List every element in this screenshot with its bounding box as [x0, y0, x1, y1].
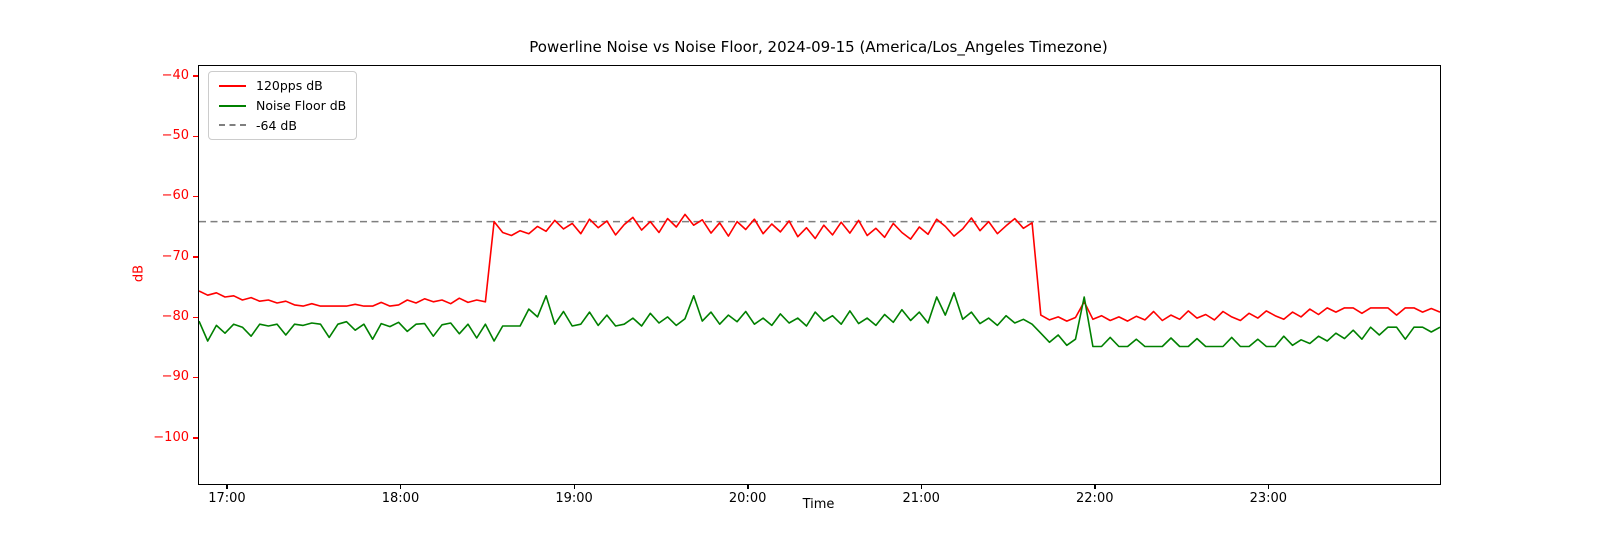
x-tick-mark — [1094, 484, 1096, 489]
legend-line-sample-120pps — [219, 84, 246, 87]
y-tick-mark — [193, 75, 198, 77]
x-tick-label: 20:00 — [728, 491, 767, 506]
x-axis-title: Time — [802, 497, 835, 512]
y-tick-label: −90 — [161, 369, 189, 385]
legend-label-noise-floor: Noise Floor dB — [256, 97, 347, 113]
series-line-0 — [199, 213, 1440, 322]
y-tick-mark — [193, 256, 198, 258]
y-tick-label: −60 — [161, 188, 189, 204]
x-tick-label: 19:00 — [555, 491, 593, 506]
legend-line-sample-noise-floor — [219, 104, 246, 107]
x-tick-label: 22:00 — [1076, 491, 1114, 506]
x-tick-mark — [399, 484, 402, 489]
x-tick-label: 18:00 — [381, 491, 420, 506]
x-tick-label: 17:00 — [208, 491, 246, 506]
y-tick-label: −40 — [161, 67, 189, 83]
y-tick-mark — [193, 195, 198, 198]
legend-item-threshold: -64 dB — [219, 117, 346, 133]
y-tick-mark — [193, 376, 198, 379]
y-tick-mark — [193, 135, 198, 138]
series-line-1 — [199, 292, 1440, 348]
y-tick-mark — [193, 437, 198, 439]
y-tick-label: −50 — [161, 128, 189, 144]
x-tick-mark — [920, 484, 923, 489]
plot-svg — [199, 213, 1440, 348]
x-tick-mark — [1267, 484, 1270, 489]
legend-line-sample-threshold — [219, 124, 246, 127]
y-tick-label: −70 — [161, 248, 189, 264]
chart-title: Powerline Noise vs Noise Floor, 2024-09-… — [529, 38, 1108, 56]
x-tick-mark — [573, 484, 575, 489]
legend-label-threshold: -64 dB — [256, 117, 297, 133]
x-tick-label: 21:00 — [902, 491, 940, 506]
y-tick-label: −80 — [161, 309, 189, 325]
x-tick-mark — [226, 484, 228, 489]
x-tick-mark — [747, 484, 749, 489]
plot-area: 120pps dB Noise Floor dB -64 dB — [198, 65, 1441, 485]
y-tick-label: −100 — [153, 429, 189, 445]
legend-item-noise-floor: Noise Floor dB — [219, 97, 347, 113]
y-tick-mark — [193, 316, 198, 319]
legend: 120pps dB Noise Floor dB -64 dB — [208, 71, 358, 141]
y-axis-title: dB — [131, 264, 147, 283]
legend-item-120pps: 120pps dB — [219, 79, 346, 93]
legend-label-120pps: 120pps dB — [256, 78, 323, 93]
x-tick-label: 23:00 — [1249, 491, 1288, 506]
